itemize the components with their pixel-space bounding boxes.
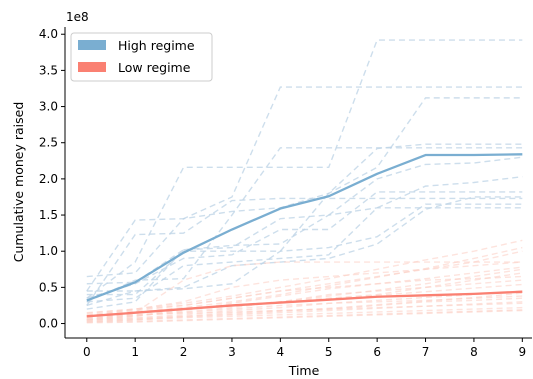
- y-tick-label: 1.0: [39, 244, 58, 258]
- legend: High regime Low regime: [70, 32, 213, 82]
- legend-swatch-high-regime: [78, 40, 106, 50]
- x-tick-label: 7: [422, 345, 430, 359]
- low-regime-mean-line: [86, 290, 523, 318]
- high-regime-run-line-11: [86, 196, 523, 307]
- y-tick-label: 2.5: [39, 136, 58, 150]
- x-tick-label: 6: [373, 345, 381, 359]
- x-tick-label: 2: [180, 345, 188, 359]
- low-regime-run-line-12: [86, 301, 523, 322]
- y-axis-offset-label: 1e8: [66, 10, 89, 24]
- low-regime-run-line-17: [86, 239, 523, 315]
- high-regime-run-line-10: [86, 156, 523, 285]
- high-regime-individual-runs: [86, 39, 523, 310]
- high-regime-run-line-2: [86, 97, 523, 292]
- low-regime-run-line-0: [86, 261, 523, 321]
- low-regime-run-line-10: [86, 250, 523, 316]
- y-axis-label: Cumulative money raised: [11, 102, 26, 263]
- low-regime-run-line-1: [86, 261, 523, 317]
- x-axis-label: Time: [288, 363, 320, 378]
- x-axis-ticks: 0 1 2 3 4 5 6 7 8 9: [83, 338, 526, 359]
- low-regime-run-line-14: [86, 309, 523, 323]
- y-tick-label: 3.5: [39, 63, 58, 77]
- low-regime-run-line-15: [86, 268, 523, 320]
- y-axis-ticks: 0.0 0.5 1.0 1.5 2.0 2.5 3.0 3.5 4.0: [39, 27, 65, 331]
- y-tick-label: 2.0: [39, 172, 58, 186]
- high-regime-mean-line: [86, 153, 523, 302]
- x-tick-label: 5: [325, 345, 333, 359]
- low-regime-run-line-4: [86, 275, 523, 314]
- legend-label-high-regime: High regime: [118, 38, 195, 53]
- high-regime-run-line-5: [86, 197, 523, 306]
- y-tick-label: 1.5: [39, 208, 58, 222]
- y-tick-label: 3.0: [39, 100, 58, 114]
- x-tick-label: 1: [131, 345, 139, 359]
- legend-swatch-low-regime: [78, 62, 106, 72]
- high-regime-run-line-8: [86, 203, 523, 292]
- low-regime-run-line-18: [86, 292, 523, 321]
- x-tick-label: 4: [277, 345, 285, 359]
- high-regime-run-line-7: [86, 207, 523, 310]
- mean-lines: [86, 153, 523, 318]
- low-regime-run-line-2: [86, 272, 523, 321]
- y-tick-label: 4.0: [39, 27, 58, 41]
- high-regime-run-line-0: [86, 86, 523, 278]
- x-tick-label: 3: [228, 345, 236, 359]
- y-tick-label: 0.0: [39, 317, 58, 331]
- x-tick-label: 0: [83, 345, 91, 359]
- x-tick-label: 8: [470, 345, 478, 359]
- legend-box: [70, 32, 213, 82]
- low-regime-run-line-9: [86, 306, 523, 323]
- low-regime-run-line-5: [86, 290, 523, 321]
- y-tick-label: 0.5: [39, 280, 58, 294]
- x-tick-label: 9: [519, 345, 527, 359]
- high-regime-run-line-3: [86, 147, 523, 303]
- high-regime-run-line-4: [86, 143, 523, 296]
- legend-label-low-regime: Low regime: [118, 60, 191, 75]
- low-regime-run-line-16: [86, 309, 523, 324]
- high-regime-run-line-1: [86, 39, 523, 299]
